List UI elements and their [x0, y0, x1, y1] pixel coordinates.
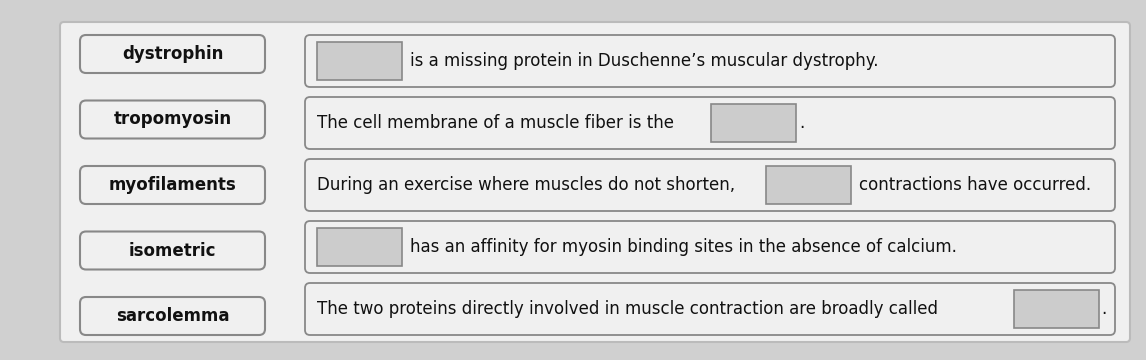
Text: contractions have occurred.: contractions have occurred.	[860, 176, 1091, 194]
FancyBboxPatch shape	[305, 221, 1115, 273]
Text: is a missing protein in Duschenne’s muscular dystrophy.: is a missing protein in Duschenne’s musc…	[410, 52, 879, 70]
Text: .: .	[799, 114, 804, 132]
FancyBboxPatch shape	[305, 283, 1115, 335]
FancyBboxPatch shape	[80, 100, 265, 139]
Bar	[317, 228, 402, 266]
FancyBboxPatch shape	[80, 166, 265, 204]
Text: tropomyosin: tropomyosin	[113, 111, 231, 129]
Bar	[712, 104, 796, 142]
Text: has an affinity for myosin binding sites in the absence of calcium.: has an affinity for myosin binding sites…	[410, 238, 957, 256]
Text: isometric: isometric	[128, 242, 217, 260]
FancyBboxPatch shape	[60, 22, 1130, 342]
Bar	[317, 42, 402, 80]
FancyBboxPatch shape	[305, 35, 1115, 87]
FancyBboxPatch shape	[305, 97, 1115, 149]
Text: The cell membrane of a muscle fiber is the: The cell membrane of a muscle fiber is t…	[317, 114, 680, 132]
Text: During an exercise where muscles do not shorten,: During an exercise where muscles do not …	[317, 176, 740, 194]
Text: The two proteins directly involved in muscle contraction are broadly called: The two proteins directly involved in mu…	[317, 300, 943, 318]
Bar	[767, 166, 851, 204]
Bar	[1014, 290, 1099, 328]
FancyBboxPatch shape	[80, 231, 265, 270]
Text: .: .	[1101, 300, 1107, 318]
Text: myofilaments: myofilaments	[109, 176, 236, 194]
Text: dystrophin: dystrophin	[121, 45, 223, 63]
FancyBboxPatch shape	[80, 35, 265, 73]
FancyBboxPatch shape	[80, 297, 265, 335]
FancyBboxPatch shape	[305, 159, 1115, 211]
Text: sarcolemma: sarcolemma	[116, 307, 229, 325]
